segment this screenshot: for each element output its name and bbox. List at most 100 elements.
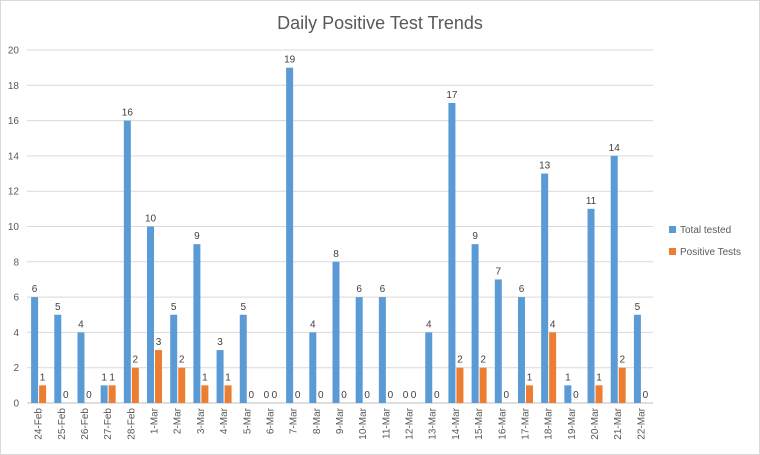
x-tick-label: 1-Mar <box>150 407 161 434</box>
data-label: 11 <box>586 196 597 207</box>
data-label: 0 <box>264 390 270 401</box>
y-tick-label: 2 <box>13 363 19 374</box>
bar-total-tested <box>541 173 549 403</box>
bar-total-tested <box>286 67 294 404</box>
data-label: 5 <box>635 302 641 313</box>
data-label: 5 <box>240 302 246 313</box>
data-label: 0 <box>248 390 254 401</box>
x-tick-label: 21-Mar <box>613 407 624 439</box>
data-label: 9 <box>194 231 200 242</box>
x-tick-label: 22-Mar <box>636 407 647 439</box>
legend-swatch <box>669 248 676 255</box>
bar-total-tested <box>77 332 85 403</box>
legend-swatch <box>669 226 676 233</box>
y-tick-label: 14 <box>8 151 20 162</box>
data-label: 1 <box>202 372 208 383</box>
x-tick-label: 24-Feb <box>34 408 45 440</box>
bar-total-tested <box>193 244 201 403</box>
bar-positive-tests <box>549 332 557 403</box>
gridlines <box>27 49 653 404</box>
data-label: 8 <box>333 249 339 260</box>
bar-total-tested <box>471 244 479 403</box>
data-label: 13 <box>539 161 551 172</box>
bar-total-tested <box>378 297 386 403</box>
data-label: 1 <box>565 372 571 383</box>
x-axis: 24-Feb 25-Feb 26-Feb 27-Feb 28-Feb 1-Mar 2-Mar… <box>34 407 648 439</box>
x-tick-label: 3-Mar <box>196 407 207 434</box>
bars <box>31 67 641 404</box>
x-tick-label: 14-Mar <box>451 407 462 439</box>
data-label: 0 <box>411 390 417 401</box>
y-tick-label: 8 <box>13 257 19 268</box>
data-label: 2 <box>179 355 185 366</box>
bar-positive-tests <box>618 367 626 403</box>
data-label: 9 <box>472 231 478 242</box>
bar-total-tested <box>332 261 340 403</box>
bar-total-tested <box>31 297 39 403</box>
bar-positive-tests <box>178 367 186 403</box>
bar-positive-tests <box>479 367 487 403</box>
x-tick-label: 20-Mar <box>590 407 601 439</box>
x-tick-label: 9-Mar <box>335 407 346 434</box>
data-label: 1 <box>527 372 533 383</box>
x-tick-label: 11-Mar <box>381 407 392 439</box>
bar-total-tested <box>54 314 62 403</box>
chart-title: Daily Positive Test Trends <box>277 13 483 33</box>
x-tick-label: 2-Mar <box>173 407 184 434</box>
data-label: 1 <box>596 372 602 383</box>
bar-total-tested <box>587 208 595 403</box>
bar-total-tested <box>448 102 456 403</box>
legend-label: Positive Tests <box>680 247 741 258</box>
data-label: 1 <box>225 372 231 383</box>
bar-positive-tests <box>108 385 116 403</box>
data-label: 1 <box>101 372 107 383</box>
data-label: 3 <box>156 337 162 348</box>
y-tick-label: 20 <box>8 46 20 57</box>
bar-total-tested <box>239 314 247 403</box>
data-label: 4 <box>426 319 432 330</box>
data-label: 4 <box>550 319 556 330</box>
x-tick-label: 10-Mar <box>358 407 369 439</box>
data-label: 6 <box>380 284 386 295</box>
y-axis: 0 2 4 6 8 10 12 14 16 18 20 <box>8 46 20 410</box>
bar-total-tested <box>123 120 131 403</box>
x-tick-label: 8-Mar <box>312 407 323 434</box>
bar-positive-tests <box>39 385 47 403</box>
bar-total-tested <box>170 314 178 403</box>
y-tick-label: 0 <box>13 399 19 410</box>
x-tick-label: 28-Feb <box>126 408 137 440</box>
x-tick-label: 27-Feb <box>103 408 114 440</box>
data-label: 0 <box>318 390 324 401</box>
x-tick-label: 25-Feb <box>57 408 68 440</box>
x-tick-label: 19-Mar <box>567 407 578 439</box>
data-label: 10 <box>145 214 157 225</box>
y-tick-label: 4 <box>13 328 19 339</box>
data-label: 5 <box>55 302 61 313</box>
bar-positive-tests <box>456 367 464 403</box>
y-tick-label: 10 <box>8 222 20 233</box>
data-label: 0 <box>364 390 370 401</box>
bar-total-tested <box>147 226 155 403</box>
data-label: 17 <box>446 90 458 101</box>
legend: Total tested Positive Tests <box>669 225 741 258</box>
y-tick-label: 16 <box>8 116 20 127</box>
data-label: 6 <box>519 284 525 295</box>
bar-positive-tests <box>224 385 232 403</box>
bar-total-tested <box>610 155 618 403</box>
data-label: 2 <box>457 355 463 366</box>
data-label: 0 <box>295 390 301 401</box>
x-tick-label: 16-Mar <box>497 407 508 439</box>
bar-total-tested <box>309 332 317 403</box>
x-tick-label: 7-Mar <box>289 407 300 434</box>
data-label: 2 <box>619 355 625 366</box>
data-label: 3 <box>217 337 223 348</box>
x-tick-label: 4-Mar <box>219 407 230 434</box>
data-label: 1 <box>40 372 46 383</box>
bar-total-tested <box>633 314 641 403</box>
data-label: 5 <box>171 302 177 313</box>
data-label: 7 <box>496 266 502 277</box>
data-label: 4 <box>310 319 316 330</box>
